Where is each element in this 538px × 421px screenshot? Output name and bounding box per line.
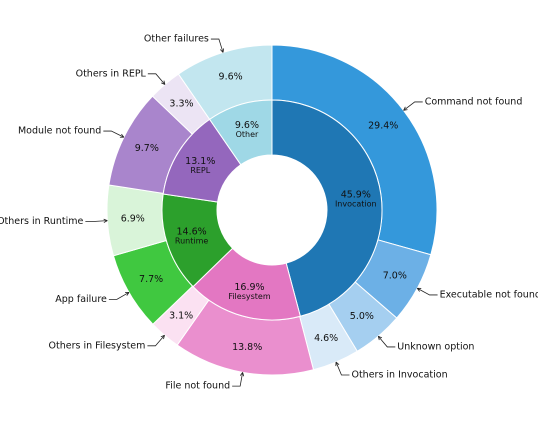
outer-label-executable-not-found: Executable not found <box>440 289 538 300</box>
inner-slice-invocation <box>271 99 383 317</box>
label-arrow-module-not-found <box>103 130 125 138</box>
label-arrow-unknown-option <box>377 335 396 348</box>
inner-pct-invocation: 45.9% <box>341 190 371 201</box>
outer-pct-other-failures: 9.6% <box>219 71 243 82</box>
outer-pct-module-not-found: 9.7% <box>135 143 159 154</box>
outer-label-file-not-found: File not found <box>165 381 230 392</box>
external-labels: Command not found Executable not found Unk… <box>0 34 538 392</box>
outer-label-app-failure: App failure <box>55 294 107 305</box>
label-arrow-other-failures <box>210 38 224 53</box>
outer-pct-executable-not-found: 7.0% <box>383 271 407 282</box>
label-arrow-others-in-filesystem <box>147 334 165 347</box>
inner-label-invocation: Invocation <box>335 200 377 209</box>
outer-pct-unknown-option: 5.0% <box>350 311 374 322</box>
outer-label-others-in-runtime: Others in Runtime <box>0 216 84 227</box>
outer-pct-others-in-repl: 3.3% <box>169 98 193 109</box>
label-arrowhead-others-in-invocation <box>335 361 340 367</box>
label-arrow-app-failure <box>108 292 130 300</box>
label-arrow-command-not-found <box>403 101 423 111</box>
outer-label-module-not-found: Module not found <box>18 126 101 137</box>
label-arrowhead-other-failures <box>220 48 225 53</box>
outer-label-others-in-invocation: Others in Invocation <box>351 369 447 380</box>
inner-pct-runtime: 14.6% <box>176 226 206 237</box>
outer-pct-others-in-invocation: 4.6% <box>314 333 338 344</box>
outer-pct-file-not-found: 13.8% <box>232 342 262 353</box>
inner-label-other: Other <box>236 130 259 139</box>
label-arrowhead-others-in-repl <box>161 80 166 85</box>
label-arrow-file-not-found <box>232 372 244 387</box>
label-arrowhead-module-not-found <box>119 133 125 138</box>
label-arrow-others-in-invocation <box>335 361 350 376</box>
outer-pct-others-in-filesystem: 3.1% <box>169 310 193 321</box>
inner-pct-filesystem: 16.9% <box>234 282 264 293</box>
outer-ring <box>106 44 438 376</box>
label-arrow-executable-not-found <box>417 287 438 296</box>
inner-label-runtime: Runtime <box>175 236 208 245</box>
label-arrowhead-app-failure <box>125 291 130 296</box>
inner-pct-other: 9.6% <box>235 120 259 131</box>
outer-label-other-failures: Other failures <box>144 34 209 45</box>
inner-pct-repl: 13.1% <box>185 156 215 167</box>
label-arrowhead-file-not-found <box>239 372 245 377</box>
label-arrow-others-in-repl <box>147 73 166 85</box>
outer-pct-others-in-runtime: 6.9% <box>121 213 145 224</box>
label-arrow-others-in-runtime <box>85 220 108 222</box>
label-arrowhead-executable-not-found <box>416 287 422 292</box>
label-arrowhead-unknown-option <box>377 335 383 341</box>
outer-pct-app-failure: 7.7% <box>139 274 163 285</box>
inner-label-filesystem: Filesystem <box>228 292 271 301</box>
outer-label-unknown-option: Unknown option <box>397 341 474 352</box>
outer-label-command-not-found: Command not found <box>425 96 523 107</box>
label-arrowhead-others-in-filesystem <box>160 334 165 340</box>
label-arrowhead-others-in-runtime <box>103 218 108 223</box>
inner-ring <box>161 99 383 321</box>
inner-label-repl: REPL <box>190 166 210 175</box>
outer-label-others-in-repl: Others in REPL <box>76 68 147 79</box>
outer-pct-command-not-found: 29.4% <box>368 120 398 131</box>
label-arrowhead-command-not-found <box>403 106 408 111</box>
outer-label-others-in-filesystem: Others in Filesystem <box>49 340 146 351</box>
inner-slice-other <box>208 99 273 166</box>
slice-labels: 29.4% 7.0% 5.0% 4.6% 13.8% 3.1% 7.7% 6.9% 9.7% 3.… <box>121 71 407 352</box>
